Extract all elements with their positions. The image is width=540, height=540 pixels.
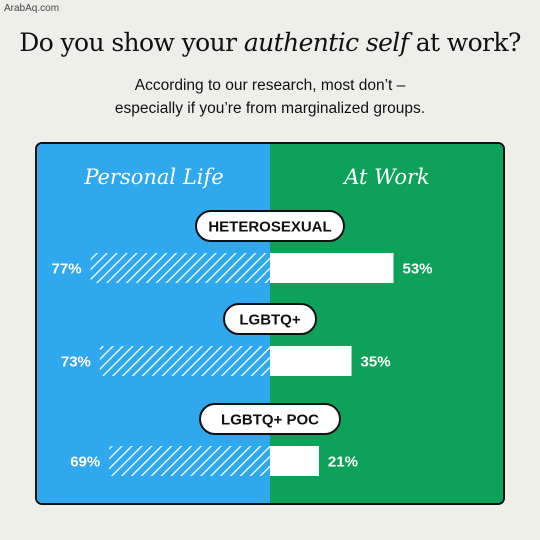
- value-label-at-work-lgbtq-poc: 21%: [328, 454, 358, 471]
- bar-at-work-lgbtq-poc: [270, 446, 319, 476]
- subtitle-line-2: especially if you’re from marginalized g…: [114, 100, 426, 117]
- value-label-at-work-heterosexual: 53%: [402, 261, 432, 278]
- bar-personal-life-heterosexual: [90, 253, 270, 283]
- category-pill-lgbtq: [223, 303, 317, 335]
- value-label-personal-life-heterosexual: 77%: [52, 261, 82, 278]
- title-post: at work?: [408, 28, 522, 57]
- bar-personal-life-lgbtq-poc: [109, 446, 270, 476]
- chart-title: Do you show your authentic self at work?: [0, 28, 540, 57]
- category-pill-heterosexual: [195, 210, 345, 242]
- legend-at-work: At Work: [342, 165, 429, 189]
- chart-subtitle: According to our research, most don’t – …: [60, 74, 480, 120]
- category-label-lgbtq: LGBTQ+: [239, 312, 300, 329]
- subtitle-line-1: According to our research, most don’t –: [134, 77, 406, 94]
- value-label-at-work-lgbtq: 35%: [361, 354, 391, 371]
- bar-at-work-lgbtq: [270, 346, 352, 376]
- title-pre: Do you show your: [19, 28, 244, 57]
- chart-svg: Personal Life At Work HETEROSEXUAL 77% 53%…: [37, 144, 503, 503]
- bar-at-work-heterosexual: [270, 253, 394, 283]
- chart-panel: Personal Life At Work HETEROSEXUAL 77% 53%…: [35, 142, 505, 505]
- category-label-lgbtq-poc: LGBTQ+ POC: [221, 412, 319, 429]
- legend-personal-life: Personal Life: [83, 165, 223, 189]
- watermark: ArabAq.com: [4, 3, 60, 14]
- value-label-personal-life-lgbtq: 73%: [61, 354, 91, 371]
- value-label-personal-life-lgbtq-poc: 69%: [70, 454, 100, 471]
- category-pill-lgbtq-poc: [199, 403, 341, 435]
- category-label-heterosexual: HETEROSEXUAL: [208, 219, 331, 236]
- bar-personal-life-lgbtq: [99, 346, 270, 376]
- title-emphasis: authentic self: [243, 28, 409, 57]
